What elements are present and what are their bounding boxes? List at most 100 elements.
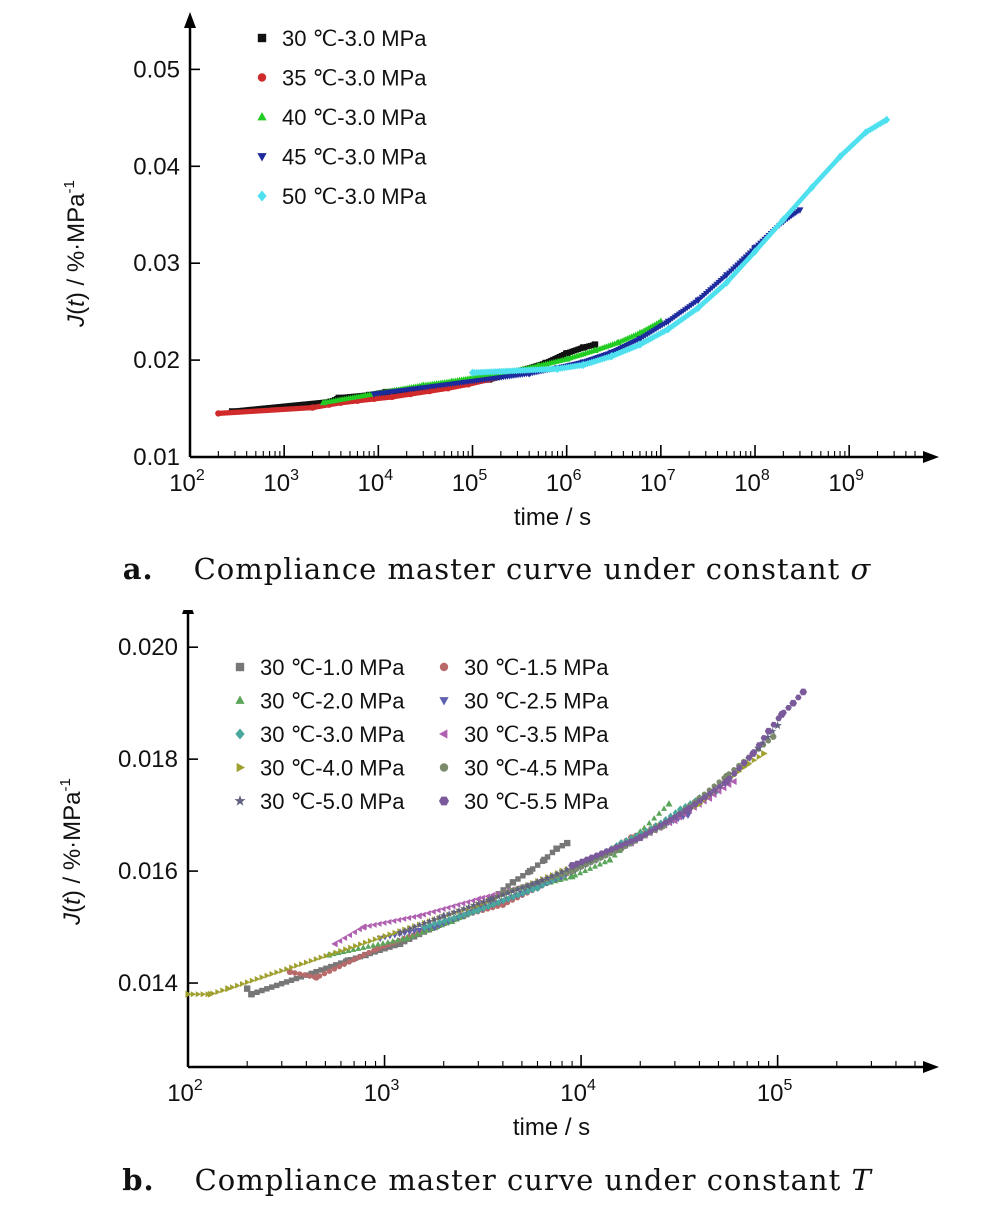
chart-b-point <box>430 908 436 915</box>
chart-a-point <box>883 116 890 124</box>
chart-b-point <box>657 822 664 829</box>
chart-b-point <box>440 905 446 912</box>
chart-b-point <box>677 805 684 813</box>
chart-b-point <box>520 873 526 879</box>
chart-b-point <box>769 727 777 735</box>
chart-a-point <box>674 319 681 327</box>
chart-b-point <box>470 908 477 916</box>
chart-b-point <box>185 991 192 998</box>
chart-b-point <box>294 962 300 969</box>
chart-a-legend-label-3: 45 ℃-3.0 MPa <box>282 145 427 170</box>
chart-b-point <box>598 850 605 857</box>
chart-b-point <box>409 932 416 939</box>
chart-b-point <box>235 982 241 989</box>
chart-b-point <box>554 845 561 851</box>
chart-a-point <box>854 136 861 144</box>
chart-a-legend-marker-2 <box>257 111 267 121</box>
chart-b-point <box>361 952 367 958</box>
chart-b-point <box>445 910 453 918</box>
chart-b: 102 103 104 105 0.014 0.016 0.018 0.020 time / s… <box>57 610 939 1141</box>
chart-b-point <box>578 864 585 870</box>
chart-b-point <box>505 883 511 889</box>
chart-b-legend-marker-9 <box>438 796 450 806</box>
chart-b-point <box>366 949 372 956</box>
chart-a-legend-label-0: 30 ℃-3.0 MPa <box>282 26 427 51</box>
chart-b-point <box>740 760 748 766</box>
chart-a-point <box>810 182 817 190</box>
chart-b-point <box>336 963 343 970</box>
chart-a-legend-label-4: 50 ℃-3.0 MPa <box>282 184 427 209</box>
chart-b-point <box>356 954 362 960</box>
chart-b-point <box>510 893 517 901</box>
chart-b-point <box>504 889 512 897</box>
chart-b-point <box>249 977 256 984</box>
chart-a-legend: 30 ℃-3.0 MPa 35 ℃-3.0 MPa 40 ℃-3.0 MPa 45 ℃… <box>257 26 427 209</box>
chart-b-point <box>672 814 679 820</box>
chart-b-legend-marker-2 <box>235 695 245 704</box>
chart-b-legend-label-5: 30 ℃-3.5 MPa <box>464 722 609 747</box>
chart-b-point <box>746 760 753 767</box>
chart-a-xtick-label-1: 103 <box>263 467 299 497</box>
chart-b-ytick-label-2: 0.018 <box>118 746 178 773</box>
chart-b-point <box>420 911 426 918</box>
chart-b-point <box>361 923 367 930</box>
chart-a-point <box>820 170 827 178</box>
chart-b-point <box>259 987 265 994</box>
chart-b-point <box>341 961 348 967</box>
chart-b-point <box>333 949 339 956</box>
chart-b-point <box>524 887 531 896</box>
chart-b-point <box>297 971 303 977</box>
chart-b-point <box>601 858 608 865</box>
chart-b-point <box>470 901 478 909</box>
chart-b-point <box>375 941 382 947</box>
chart-a-point <box>676 317 683 325</box>
chart-b-point <box>399 935 406 942</box>
chart-a-point <box>858 132 865 140</box>
chart-a-point <box>802 191 809 199</box>
chart-b-point <box>618 842 625 849</box>
chart-b-point <box>563 865 571 873</box>
chart-b-point <box>431 920 438 928</box>
chart-b-point <box>564 840 570 846</box>
chart-b-point <box>785 704 792 711</box>
chart-a-point <box>846 144 852 152</box>
chart-b-point <box>200 991 207 998</box>
chart-b-point <box>469 897 476 904</box>
chart-a-point <box>741 259 748 267</box>
chart-b-point <box>632 836 640 843</box>
chart-a-point <box>710 291 717 299</box>
chart-b-ytick-label-3: 0.020 <box>118 634 178 661</box>
chart-b-point <box>651 815 658 821</box>
chart-b-point <box>596 861 603 867</box>
caption-b: b. Compliance master curve under constant… <box>0 1163 994 1197</box>
chart-b-point <box>348 944 354 951</box>
chart-a-point <box>743 257 750 265</box>
chart-b-point <box>195 991 202 998</box>
chart-b-point <box>608 846 615 853</box>
chart-b-point <box>411 923 419 931</box>
chart-b-point <box>381 919 387 926</box>
chart-b-point <box>371 921 377 928</box>
chart-a-point <box>684 311 691 319</box>
chart-b-point <box>667 812 674 820</box>
chart-b-point <box>445 904 451 911</box>
chart-b-point <box>190 991 197 998</box>
chart-a-point <box>812 179 819 187</box>
chart-b-point <box>592 863 598 869</box>
chart-b-legend-marker-7 <box>439 763 449 772</box>
chart-b-point <box>543 874 551 882</box>
chart-b-point <box>760 735 768 741</box>
chart-a-point <box>707 292 714 301</box>
chart-b-point <box>244 985 250 992</box>
chart-b-point <box>318 954 325 961</box>
chart-b-point <box>736 765 743 771</box>
chart-b-point <box>515 876 521 882</box>
chart-b-legend-label-6: 30 ℃-4.0 MPa <box>260 756 405 781</box>
chart-b-point <box>331 940 338 947</box>
chart-b-point <box>480 904 487 912</box>
chart-b-point <box>562 875 569 881</box>
chart-b-point <box>479 898 488 905</box>
chart-b-point <box>716 779 722 785</box>
chart-a-point <box>730 271 737 279</box>
chart-b-point <box>711 787 718 793</box>
